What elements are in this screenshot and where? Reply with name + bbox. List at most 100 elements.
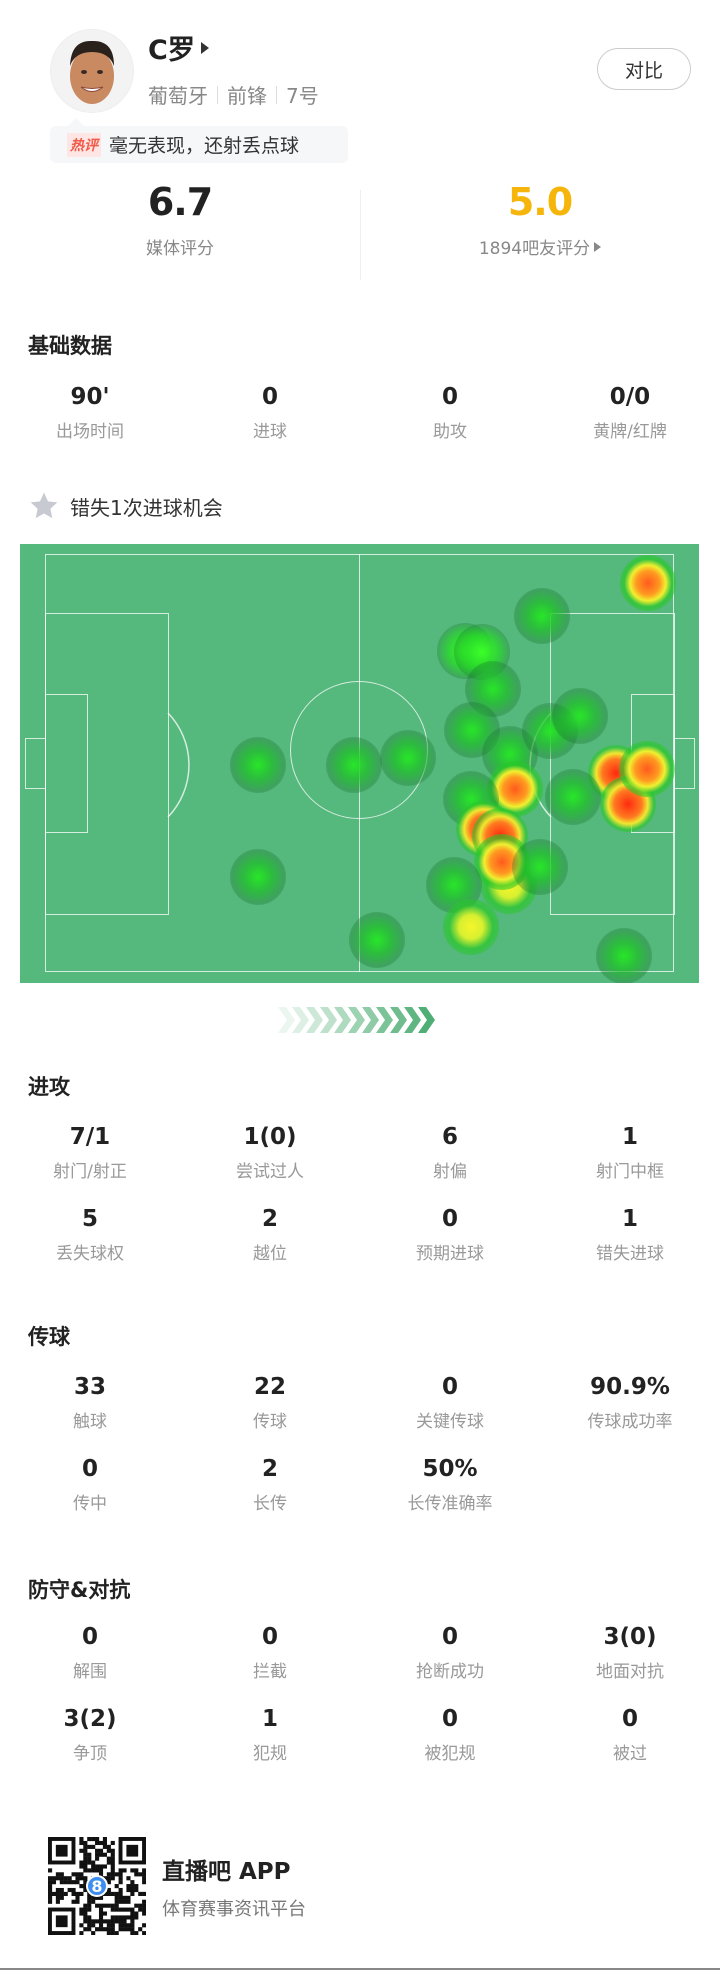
stat-value: 3(0) (603, 1624, 657, 1650)
player-name-link[interactable]: C罗 (148, 28, 209, 67)
stat-basic-1: 0 进球 (180, 383, 360, 465)
stat-label: 抢断成功 (416, 1662, 484, 1682)
stat-label: 射偏 (433, 1162, 467, 1182)
stat-defense-7: 0 被过 (540, 1705, 720, 1787)
player-avatar[interactable] (50, 29, 134, 113)
stat-basic-3: 0/0 黄牌/红牌 (540, 383, 720, 465)
stat-attack-7: 1 错失进球 (540, 1205, 720, 1287)
stat-value: 33 (73, 1374, 106, 1400)
stat-attack-6: 0 预期进球 (360, 1205, 540, 1287)
stat-label: 解围 (73, 1662, 107, 1682)
stat-label: 射门/射正 (53, 1162, 127, 1182)
stat-label: 争顶 (73, 1744, 107, 1764)
stat-passing-3: 90.9% 传球成功率 (540, 1373, 720, 1455)
missed-chance-text: 错失1次进球机会 (70, 495, 223, 520)
stat-attack-4: 5 丢失球权 (0, 1205, 180, 1287)
stat-value: 7/1 (69, 1124, 111, 1150)
stat-value: 1 (621, 1206, 638, 1232)
stat-label: 错失进球 (596, 1244, 664, 1264)
stat-value: 0 (621, 1706, 638, 1732)
stat-label: 尝试过人 (236, 1162, 304, 1182)
stat-attack-5: 2 越位 (180, 1205, 360, 1287)
stat-label: 长传准确率 (407, 1494, 493, 1514)
hot-comment-text: 毫无表现，还射丢点球 (109, 135, 300, 157)
stat-value: 2 (261, 1206, 278, 1232)
chevron-right-icon (362, 1007, 379, 1033)
compare-button[interactable]: 对比 (597, 48, 691, 90)
divider (0, 1968, 720, 1970)
stat-attack-2: 6 射偏 (360, 1123, 540, 1205)
stat-label: 射门中框 (596, 1162, 664, 1182)
stat-label: 拦截 (253, 1662, 287, 1682)
player-number: 7号 (286, 84, 319, 108)
attack-stats: 7/1 射门/射正 1(0) 尝试过人 6 射偏 1 射门中框 5 丢失球权 2 越位 0 预期进球 1 错失… (0, 1123, 720, 1287)
stat-value: 0 (441, 384, 458, 410)
stat-value: 0/0 (609, 384, 651, 410)
hot-comment[interactable]: 热评 毫无表现，还射丢点球 (50, 126, 348, 163)
section-title-attack: 进攻 (28, 1075, 70, 1099)
stat-label: 被过 (613, 1744, 647, 1764)
stat-defense-2: 0 抢断成功 (360, 1623, 540, 1705)
stat-label: 被犯规 (424, 1744, 476, 1764)
stat-value: 5 (81, 1206, 98, 1232)
scroll-hint-chevrons (278, 1007, 435, 1033)
qr-logo-badge: 8 (86, 1875, 108, 1897)
chevron-right-icon (306, 1007, 323, 1033)
chevron-right-icon (404, 1007, 421, 1033)
stat-passing-4: 0 传中 (0, 1455, 180, 1537)
arrow-right-icon (200, 41, 209, 54)
fan-rating-label: 1894吧友评分 (478, 239, 591, 259)
stat-passing-1: 22 传球 (180, 1373, 360, 1455)
stat-basic-2: 0 助攻 (360, 383, 540, 465)
stat-passing-6: 50% 长传准确率 (360, 1455, 540, 1537)
stat-value: 0 (441, 1374, 458, 1400)
section-title-defense: 防守&对抗 (28, 1578, 131, 1602)
stat-value: 22 (253, 1374, 286, 1400)
stat-label: 关键传球 (416, 1412, 484, 1432)
chevron-right-icon (376, 1007, 393, 1033)
stat-basic-0: 90' 出场时间 (0, 383, 180, 465)
section-title-basic: 基础数据 (28, 334, 112, 358)
player-country: 葡萄牙 (148, 84, 208, 108)
media-rating: 6.7 媒体评分 (0, 180, 360, 259)
divider (276, 85, 277, 104)
stat-value: 0 (81, 1456, 98, 1482)
app-name: 直播吧 APP (162, 1859, 291, 1885)
stat-label: 丢失球权 (56, 1244, 124, 1264)
comment-pointer (68, 118, 84, 126)
fan-rating[interactable]: 5.0 1894吧友评分 (360, 180, 720, 259)
stat-label: 犯规 (253, 1744, 287, 1764)
chevron-right-icon (292, 1007, 309, 1033)
stat-label: 长传 (253, 1494, 287, 1514)
basic-stats: 90' 出场时间 0 进球 0 助攻 0/0 黄牌/红牌 (0, 383, 720, 465)
penalty-arcs (167, 712, 552, 818)
stat-label: 预期进球 (416, 1244, 484, 1264)
goal-left (25, 738, 46, 789)
stat-label: 传球 (253, 1412, 287, 1432)
stat-value: 90.9% (590, 1374, 670, 1400)
stat-value: 50% (422, 1456, 478, 1482)
stat-label: 地面对抗 (596, 1662, 664, 1682)
stat-passing-2: 0 关键传球 (360, 1373, 540, 1455)
stat-passing-5: 2 长传 (180, 1455, 360, 1537)
fan-rating-value: 5.0 (507, 180, 573, 224)
chevron-right-icon (390, 1007, 407, 1033)
stat-value: 0 (441, 1206, 458, 1232)
stat-defense-3: 3(0) 地面对抗 (540, 1623, 720, 1705)
chevron-right-icon (320, 1007, 337, 1033)
stat-value: 1(0) (243, 1124, 297, 1150)
stat-attack-1: 1(0) 尝试过人 (180, 1123, 360, 1205)
app-tagline: 体育赛事资讯平台 (162, 1899, 306, 1920)
stat-attack-0: 7/1 射门/射正 (0, 1123, 180, 1205)
stat-defense-4: 3(2) 争顶 (0, 1705, 180, 1787)
stat-label: 助攻 (433, 422, 467, 442)
divider (217, 85, 218, 104)
stat-value: 3(2) (63, 1706, 117, 1732)
stat-defense-5: 1 犯规 (180, 1705, 360, 1787)
stat-attack-3: 1 射门中框 (540, 1123, 720, 1205)
qr-code[interactable]: 8 (48, 1837, 147, 1936)
chevron-right-icon (348, 1007, 365, 1033)
chevron-right-icon (334, 1007, 351, 1033)
stat-value: 1 (261, 1706, 278, 1732)
stat-value: 0 (261, 1624, 278, 1650)
